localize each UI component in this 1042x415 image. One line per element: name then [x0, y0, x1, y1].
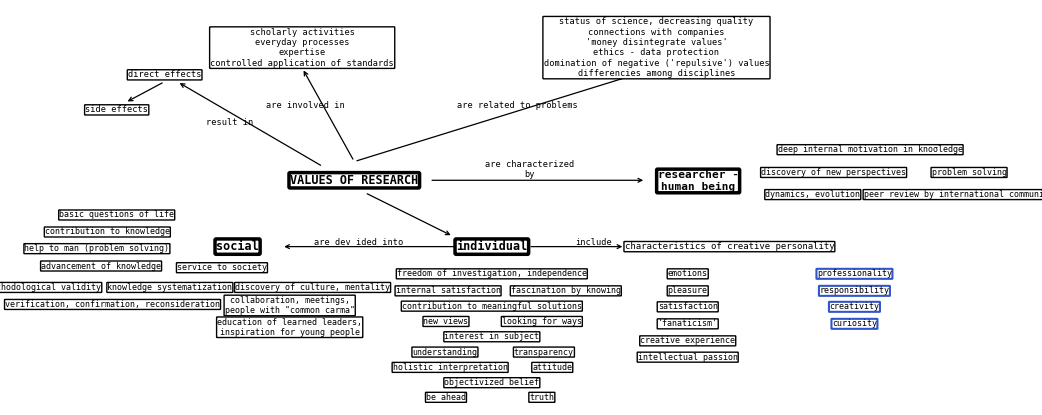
Text: pleasure: pleasure — [668, 286, 708, 295]
Text: peer review by international community: peer review by international community — [864, 190, 1042, 199]
Text: individual: individual — [456, 240, 527, 253]
Text: contribution to meaningful solutions: contribution to meaningful solutions — [402, 302, 581, 311]
Text: collaboration, meetings,
people with "common carma": collaboration, meetings, people with "co… — [225, 296, 354, 315]
Text: creativity: creativity — [829, 303, 879, 311]
Text: scholarly activities
everyday processes
expertise
controlled application of stan: scholarly activities everyday processes … — [210, 27, 394, 68]
Text: curiosity: curiosity — [832, 319, 877, 328]
Text: side effects: side effects — [85, 105, 148, 115]
Text: direct effects: direct effects — [128, 70, 201, 79]
Text: professionality: professionality — [817, 269, 892, 278]
Text: 'fanaticism': 'fanaticism' — [658, 319, 718, 328]
Text: objectivized belief: objectivized belief — [444, 378, 540, 387]
Text: discovery of new perspectives: discovery of new perspectives — [761, 168, 907, 177]
Text: fascination by knowing: fascination by knowing — [511, 286, 621, 295]
Text: help to man (problem solving): help to man (problem solving) — [24, 244, 170, 253]
Text: interest in subject: interest in subject — [444, 332, 540, 341]
Text: transparency: transparency — [514, 348, 574, 356]
Text: advancement of knowledge: advancement of knowledge — [41, 261, 162, 271]
Text: are related to problems: are related to problems — [457, 101, 578, 110]
Text: be ahead: be ahead — [426, 393, 466, 402]
Text: methodological validity: methodological validity — [0, 283, 101, 292]
Text: knowledge systematization: knowledge systematization — [107, 283, 232, 292]
Text: service to society: service to society — [177, 263, 267, 272]
Text: intellectual passion: intellectual passion — [638, 353, 738, 361]
Text: truth: truth — [529, 393, 554, 402]
Text: discovery of culture, mentality: discovery of culture, mentality — [235, 283, 390, 292]
Text: understanding: understanding — [413, 348, 477, 356]
Text: satisfaction: satisfaction — [658, 303, 718, 311]
Text: status of science, decreasing quality
connections with companies
'money disinteg: status of science, decreasing quality co… — [544, 17, 769, 78]
Text: internal satisfaction: internal satisfaction — [396, 286, 500, 295]
Text: social: social — [216, 240, 259, 253]
Text: creative experience: creative experience — [640, 336, 736, 345]
Text: emotions: emotions — [668, 269, 708, 278]
Text: are involved in: are involved in — [266, 101, 345, 110]
Text: problem solving: problem solving — [932, 168, 1007, 177]
Text: looking for ways: looking for ways — [502, 317, 581, 326]
Text: verification, confirmation, reconsideration: verification, confirmation, reconsiderat… — [5, 300, 220, 309]
Text: dynamics, evolution: dynamics, evolution — [765, 190, 861, 199]
Text: include: include — [575, 238, 613, 247]
Text: education of learned leaders,
inspiration for young people: education of learned leaders, inspiratio… — [217, 317, 363, 337]
Text: result in: result in — [205, 118, 253, 127]
Text: are characterized
by: are characterized by — [485, 160, 574, 179]
Text: freedom of investigation, independence: freedom of investigation, independence — [397, 269, 587, 278]
Text: holistic interpretation: holistic interpretation — [393, 363, 507, 372]
Text: responsibility: responsibility — [819, 286, 890, 295]
Text: are dev ided into: are dev ided into — [314, 238, 403, 247]
Text: characteristics of creative personality: characteristics of creative personality — [624, 242, 835, 251]
Text: contribution to knowledge: contribution to knowledge — [45, 227, 170, 237]
Text: basic questions of life: basic questions of life — [59, 210, 174, 220]
Text: VALUES OF RESEARCH: VALUES OF RESEARCH — [290, 174, 419, 187]
Text: attitude: attitude — [532, 363, 572, 372]
Text: researcher -
human being: researcher - human being — [658, 170, 739, 192]
Text: deep internal motivation in knoσledge: deep internal motivation in knoσledge — [777, 145, 963, 154]
Text: new views: new views — [423, 317, 469, 326]
